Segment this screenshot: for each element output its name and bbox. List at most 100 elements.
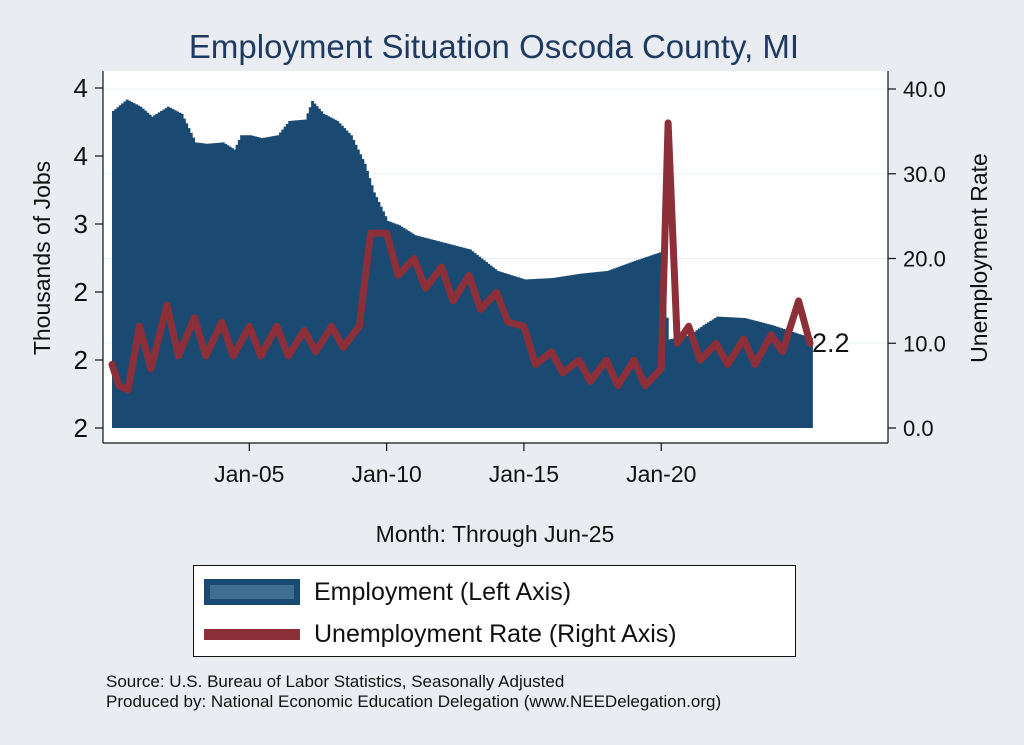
employment-bar — [679, 337, 683, 428]
x-ticks: Jan-05 Jan-10 Jan-15 Jan-20 — [214, 443, 696, 487]
employment-bar — [340, 125, 344, 429]
employment-bar — [400, 226, 404, 428]
employment-bar — [164, 108, 168, 428]
employment-bar — [423, 237, 427, 428]
employment-bar — [150, 116, 154, 428]
employment-bar — [482, 260, 486, 428]
employment-bar — [466, 248, 470, 428]
employment-bar — [379, 206, 383, 428]
employment-bar — [299, 119, 303, 429]
employment-bar — [253, 136, 257, 428]
employment-bar — [436, 241, 440, 428]
employment-bar — [354, 144, 358, 428]
employment-bar — [624, 264, 628, 428]
employment-bar — [720, 316, 724, 428]
employment-bar — [590, 272, 594, 428]
employment-bar — [226, 145, 230, 428]
employment-bar — [601, 271, 605, 428]
employment-bar — [723, 316, 726, 428]
employment-bar — [137, 105, 141, 428]
employment-bar — [443, 242, 447, 428]
legend-item-unemployment: Unemployment Rate (Right Axis) — [204, 618, 677, 650]
unemployment-rate-line — [108, 119, 814, 394]
employment-bar — [409, 232, 413, 428]
employment-bar — [732, 317, 736, 428]
employment-bar — [716, 316, 720, 428]
employment-bar — [510, 275, 514, 428]
employment-bar — [473, 253, 477, 428]
employment-bar — [592, 272, 596, 428]
employment-bar — [185, 123, 189, 429]
employment-bar — [766, 323, 770, 428]
employment-bar — [329, 117, 333, 428]
employment-bar — [212, 143, 216, 428]
employment-bar — [297, 120, 301, 428]
employment-bar — [162, 109, 166, 428]
employment-bar — [240, 135, 244, 428]
employment-bar — [416, 235, 420, 428]
employment-bar — [567, 275, 571, 428]
employment-bar — [695, 330, 699, 428]
employment-bar — [395, 224, 399, 428]
y-left-tick-label: 4 — [74, 141, 88, 171]
employment-bar — [626, 263, 630, 428]
employment-bar — [487, 263, 491, 428]
employment-bar — [455, 245, 459, 428]
employment-bar — [231, 148, 234, 429]
employment-bar — [782, 328, 786, 428]
employment-bar — [793, 332, 797, 428]
y-left-label: Thousands of Jobs — [29, 161, 55, 355]
employment-bar — [221, 142, 225, 428]
chart: Employment Situation Oscoda County, MI 2… — [29, 28, 992, 547]
employment-bar — [777, 327, 781, 428]
employment-bar — [457, 246, 461, 428]
employment-bar — [469, 249, 472, 428]
y-right-tick-label: 40.0 — [903, 77, 946, 102]
employment-bar — [503, 273, 507, 428]
employment-bar — [633, 260, 637, 428]
employment-bar — [810, 338, 813, 428]
employment-bar — [315, 106, 319, 428]
employment-bar — [597, 271, 601, 428]
employment-bar — [233, 149, 237, 429]
employment-bar — [322, 113, 326, 428]
y-left-tick-label: 4 — [74, 73, 88, 103]
employment-bar — [176, 111, 179, 429]
employment-bar — [485, 262, 488, 428]
employment-bar — [539, 278, 543, 428]
legend: Employment (Left Axis) Unemployment Rate… — [193, 565, 796, 657]
employment-bar — [507, 274, 511, 428]
producer-line: Produced by: National Economic Education… — [106, 692, 722, 711]
employment-bar — [160, 110, 163, 428]
x-tick-label: Jan-05 — [214, 461, 284, 487]
employment-bar — [608, 270, 612, 428]
employment-bar — [260, 138, 264, 428]
employment-bar — [558, 276, 562, 428]
employment-bar — [121, 103, 125, 429]
employment-bar — [750, 319, 754, 428]
axes — [102, 71, 889, 444]
employment-bar — [652, 254, 655, 428]
employment-bar — [411, 233, 415, 428]
employment-bar — [228, 146, 232, 428]
employment-bar — [583, 273, 587, 428]
x-label: Month: Through Jun-25 — [376, 521, 615, 547]
employment-bar — [542, 278, 546, 428]
employment-bar — [688, 335, 692, 428]
employment-bar — [718, 316, 722, 428]
employment-bar — [317, 108, 321, 428]
employment-bar — [496, 270, 500, 428]
employment-bar — [313, 103, 317, 428]
employment-bar — [585, 273, 589, 428]
employment-bar — [478, 256, 482, 428]
employment-bar — [681, 336, 685, 428]
employment-bar — [130, 101, 134, 428]
employment-bar — [654, 253, 658, 428]
employment-bar — [599, 271, 603, 428]
employment-bar — [404, 229, 408, 428]
employment-bar — [606, 270, 610, 428]
employment-bar — [269, 136, 273, 429]
employment-bar — [446, 243, 450, 428]
employment-bar — [267, 136, 271, 428]
x-tick-label: Jan-20 — [626, 461, 696, 487]
